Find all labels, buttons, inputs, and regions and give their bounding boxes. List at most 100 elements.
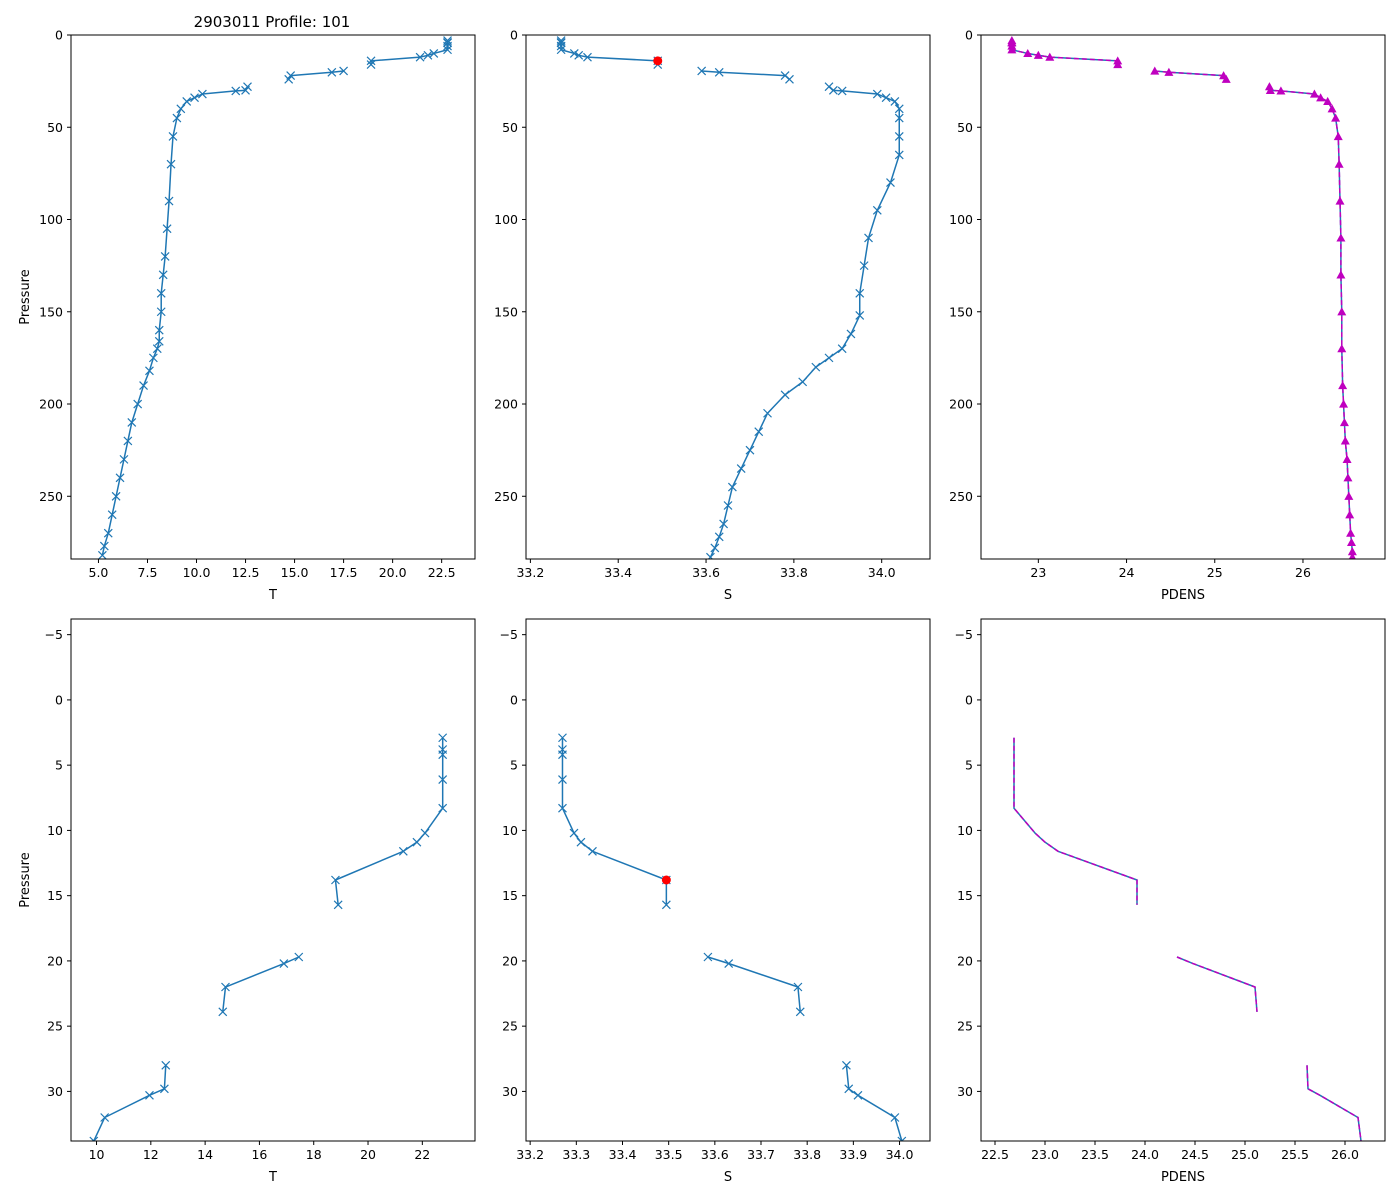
chart-top-temperature-series-t-point-31	[156, 307, 166, 317]
chart-top-temperature-xtick-label-6: 20.0	[379, 565, 407, 580]
chart-bottom-salinity-xtick-label-2: 33.4	[609, 1147, 637, 1162]
chart-bottom-salinity-ytick-label-5: 20	[502, 953, 518, 968]
chart-top-salinity-ytick-label-4: 200	[494, 397, 518, 412]
chart-top-temperature-series-t-point-47	[97, 550, 107, 559]
chart-top-temperature-series-t-point-36	[145, 366, 154, 376]
chart-bottom-density-series-pdens-overlay-line-1	[1176, 956, 1258, 1012]
chart-top-temperature-series-t-point-34	[152, 344, 162, 354]
chart-top-salinity-xtick-label-2: 33.6	[692, 565, 720, 580]
chart-top-temperature-series-t-point-39	[127, 418, 137, 427]
chart-top-salinity-series-s-point-33	[837, 344, 847, 354]
chart-top-temperature-series-t-point-4	[443, 45, 452, 55]
chart-top-density-series-pdens-point-11	[1150, 66, 1160, 75]
chart-bottom-density-ytick-label-3: 10	[957, 823, 973, 838]
chart-top-salinity-series-s-point-32	[846, 329, 856, 339]
chart-bottom-salinity-ytick-label-6: 25	[502, 1019, 518, 1034]
chart-bottom-salinity-xtick-label-7: 33.9	[839, 1147, 867, 1162]
chart-top-temperature-xtick-label-7: 22.5	[428, 565, 456, 580]
chart-top-temperature-series-t-point-18	[231, 86, 241, 96]
chart-top-salinity-series-s-point-27	[872, 205, 882, 215]
chart-top-salinity-series-s-point-43	[723, 501, 733, 510]
chart-top-salinity-series-s-point-21	[890, 96, 900, 106]
chart-top-density-plot-area	[1007, 36, 1357, 559]
chart-bottom-salinity-flag-point-0	[661, 875, 671, 885]
chart-top-density-series-pdens-point-6	[1033, 50, 1043, 59]
chart-top-salinity-xtick-label-4: 34.0	[868, 565, 896, 580]
chart-top-density-series-pdens-point-4	[1007, 45, 1017, 54]
chart-bottom-salinity-xtick-label-0: 33.2	[516, 1147, 544, 1162]
chart-bottom-density-ytick-label-2: 5	[965, 758, 973, 773]
chart-top-salinity-series-s-point-20	[881, 93, 891, 103]
chart-bottom-temperature-xtick-label-2: 14	[197, 1147, 213, 1162]
chart-bottom-density-xtick-label-3: 24.0	[1131, 1147, 1159, 1162]
chart-bottom-salinity-xtick-label-5: 33.7	[747, 1147, 775, 1162]
chart-bottom-salinity-xtick-label-3: 33.5	[655, 1147, 683, 1162]
chart-top-temperature-ytick-label-3: 150	[39, 304, 63, 319]
chart-top-density-series-pdens-point-5	[1023, 48, 1033, 58]
chart-top-density-series-pdens-point-19	[1309, 89, 1319, 98]
chart-bottom-density-xtick-label-0: 22.5	[981, 1147, 1009, 1162]
chart-bottom-salinity-ytick-label-0: −5	[500, 627, 518, 642]
chart-bottom-salinity-series-s-point-19	[890, 1113, 900, 1122]
chart-top-temperature-series-t-point-35	[148, 353, 158, 363]
chart-top-temperature-series-t-point-22	[176, 104, 186, 114]
chart-top-density-series-pdens-point-35	[1342, 454, 1352, 463]
chart-bottom-salinity-ytick-label-1: 0	[510, 692, 518, 707]
chart-top-density-xtick-label-0: 23	[1030, 565, 1046, 580]
chart-top-salinity-series-s-point-45	[714, 532, 724, 542]
chart-bottom-salinity-series-s-point-7	[588, 846, 597, 856]
chart-top-density-series-pdens-point-36	[1343, 473, 1353, 482]
chart-top-salinity-xtick-label-1: 33.4	[604, 565, 632, 580]
chart-top-salinity-ytick-label-2: 100	[494, 212, 518, 227]
chart-bottom-density-series-pdens-overlay-line-2	[1306, 1065, 1362, 1141]
chart-top-density-series-pdens-overlay-line-1	[1154, 70, 1227, 80]
chart-top-temperature-series-t-line-1	[288, 70, 344, 80]
chart-top-temperature-series-t-point-12	[327, 67, 337, 77]
chart-top-temperature-series-t-point-20	[190, 93, 199, 103]
chart-bottom-temperature-series-t-point-18	[145, 1090, 154, 1100]
chart-top-density-series-pdens-point-21	[1323, 96, 1333, 106]
chart-top-density-series-pdens-point-43	[1350, 554, 1356, 559]
chart-top-density-series-pdens-point-27	[1336, 233, 1346, 242]
chart-top-temperature-ytick-label-2: 100	[39, 212, 63, 227]
chart-top-density-ytick-label-3: 150	[949, 304, 973, 319]
chart-bottom-salinity-xtick-label-1: 33.3	[562, 1147, 590, 1162]
chart-top-temperature-series-t-point-19	[197, 89, 207, 99]
chart-top-temperature-series-t-point-28	[160, 251, 170, 261]
chart-bottom-salinity-frame	[525, 618, 931, 1142]
chart-top-temperature-series-t-point-21	[182, 96, 192, 106]
chart-top-temperature-series-t-point-7	[415, 52, 425, 62]
chart-top-density-series-pdens-point-28	[1336, 270, 1346, 279]
chart-bottom-temperature-series-t-point-5	[420, 828, 430, 838]
chart-top-temperature-series-t-point-44	[107, 510, 117, 520]
chart-bottom-density-frame	[980, 618, 1386, 1142]
chart-bottom-salinity-series-s-point-17	[844, 1084, 854, 1094]
chart-bottom-salinity-series-s-point-5	[569, 828, 579, 838]
chart-top-temperature-series-t-point-6	[423, 50, 433, 60]
chart-top-salinity-plot-area	[556, 36, 904, 559]
chart-top-temperature-series-t-point-2	[443, 38, 452, 48]
chart-bottom-density-xtick-label-7: 26.0	[1331, 1147, 1359, 1162]
chart-top-temperature-xtick-label-5: 17.5	[330, 565, 358, 580]
chart-top-temperature-series-t-point-9	[366, 60, 376, 69]
chart-bottom-temperature-series-t-point-20	[89, 1136, 99, 1141]
chart-top-temperature-ylabel: Pressure	[18, 269, 33, 325]
chart-top-density-series-pdens-line-2	[1268, 86, 1354, 559]
chart-top-temperature-series-t-point-33	[154, 336, 164, 346]
chart-bottom-density-ytick-label-1: 0	[965, 692, 973, 707]
chart-top-density-ytick-label-5: 250	[949, 489, 973, 504]
chart-bottom-density-xtick-label-2: 23.5	[1081, 1147, 1109, 1162]
chart-top-density-ytick-label-0: 0	[965, 28, 973, 43]
chart-bottom-salinity-series-s-point-0	[558, 733, 567, 743]
chart-top-temperature-series-t-point-32	[154, 325, 164, 335]
chart-top-density-series-pdens-point-20	[1316, 93, 1326, 102]
chart-bottom-salinity-series-s-line-2	[845, 1065, 903, 1141]
chart-top-salinity-ytick-label-5: 250	[494, 489, 518, 504]
chart-top-temperature-series-t-point-45	[103, 528, 113, 538]
chart-bottom-density-ytick-label-6: 25	[957, 1019, 973, 1034]
chart-top-temperature-ytick-label-0: 0	[55, 28, 63, 43]
chart-top-salinity-series-s-point-24	[894, 132, 904, 141]
chart-bottom-temperature: 10 12 14 16 18 20 22 −5 0 5 10 15 20 25 30 T Pressure	[18, 618, 476, 1185]
chart-top-density-series-pdens-point-41	[1347, 547, 1357, 556]
chart-top-density-series-pdens-point-24	[1333, 131, 1343, 141]
